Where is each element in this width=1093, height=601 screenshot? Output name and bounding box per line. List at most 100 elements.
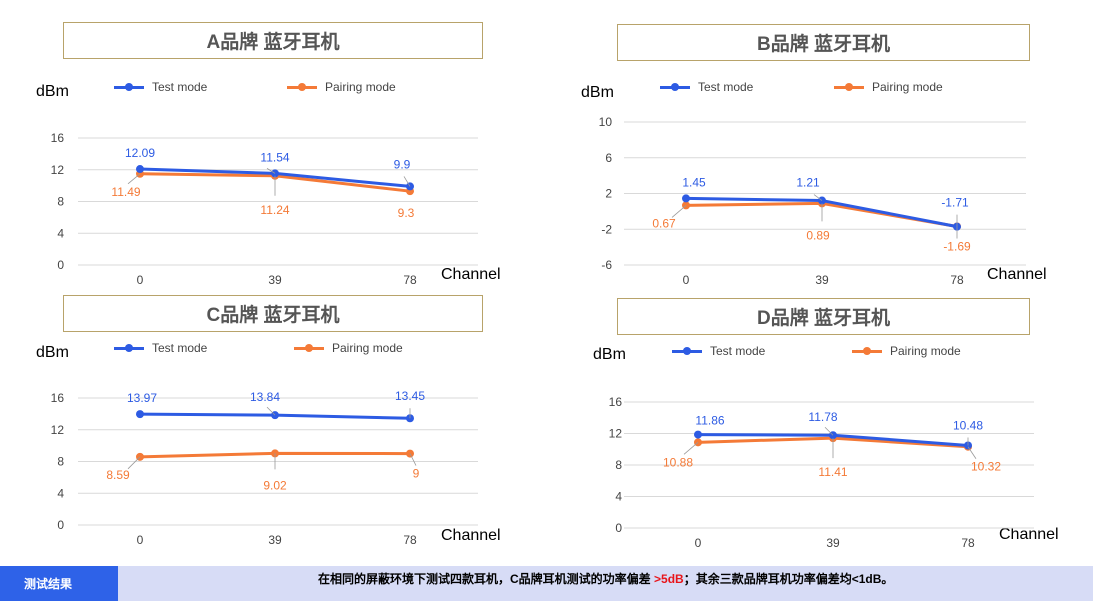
label-leader-line	[403, 176, 411, 187]
x-axis-label: Channel	[999, 526, 1059, 543]
point-test-mode	[694, 430, 702, 439]
data-label-test-mode: 13.84	[250, 390, 280, 404]
x-tick-label: 78	[403, 533, 417, 547]
legend-pairing-mode: Pairing mode	[852, 344, 961, 358]
y-tick-label: 0	[615, 521, 622, 535]
data-label-test-mode: 11.86	[695, 414, 724, 428]
x-tick-label: 0	[137, 273, 144, 287]
x-tick-label: 0	[137, 533, 144, 547]
result-summary: 在相同的屏蔽环境下测试四款耳机，C品牌耳机测试的功率偏差 >5dB；其余三款品牌…	[318, 570, 893, 587]
y-axis-label: dBm	[36, 344, 69, 361]
y-tick-label: 6	[605, 151, 612, 165]
x-tick-label: 0	[695, 536, 702, 550]
chart-a: A品牌 蓝牙耳机 dBm Test mode Pairing mode Chan…	[0, 0, 546, 290]
data-label-pairing-mode: 11.41	[818, 465, 847, 479]
legend-pairing-mode: Pairing mode	[287, 80, 396, 94]
chart-c: C品牌 蓝牙耳机 dBm Test mode Pairing mode Chan…	[0, 290, 546, 560]
data-label-pairing-mode: 0.89	[806, 228, 830, 242]
y-tick-label: 4	[57, 226, 64, 240]
label-leader-line	[127, 173, 141, 185]
data-label-pairing-mode: 9.3	[398, 206, 415, 220]
label-leader-line	[266, 406, 276, 416]
legend-pairing-swatch	[294, 341, 324, 355]
legend-test-label: Test mode	[710, 344, 766, 358]
label-leader-line	[683, 442, 699, 455]
legend-test-label: Test mode	[698, 80, 754, 94]
y-axis-label: dBm	[593, 346, 626, 363]
legend-test-label: Test mode	[152, 341, 208, 355]
label-leader-line	[824, 426, 834, 436]
y-tick-label: 8	[615, 458, 622, 472]
legend-pairing-label: Pairing mode	[872, 80, 943, 94]
y-tick-label: 2	[605, 187, 612, 201]
x-tick-label: 0	[683, 273, 690, 287]
y-tick-label: 8	[57, 455, 64, 469]
data-label-pairing-mode: 11.24	[260, 203, 289, 217]
y-tick-label: 16	[51, 131, 65, 145]
summary-highlight: >5dB	[650, 572, 684, 586]
label-leader-line	[671, 205, 687, 218]
label-leader-line	[967, 446, 977, 459]
y-tick-label: 16	[609, 395, 623, 409]
data-label-pairing-mode: 9.02	[263, 478, 287, 492]
x-tick-label: 78	[961, 536, 975, 550]
data-label-pairing-mode: -1.69	[943, 239, 971, 253]
legend-test-label: Test mode	[152, 80, 208, 94]
chart-b: B品牌 蓝牙耳机 dBm Test mode Pairing mode Chan…	[546, 0, 1093, 290]
result-label: 测试结果	[0, 566, 118, 601]
legend-test-mode: Test mode	[660, 80, 753, 94]
data-label-test-mode: 11.54	[260, 150, 289, 164]
x-tick-label: 39	[815, 273, 829, 287]
y-tick-label: 12	[51, 163, 65, 177]
legend-test-mode: Test mode	[114, 341, 207, 355]
legend-test-mode: Test mode	[114, 80, 207, 94]
point-test-mode	[682, 194, 690, 203]
chart-d-plot: 0 4 8 12 16 0 39 78 11.86 11.78 10.48 10.88 11.41 10.…	[609, 395, 1034, 550]
legend-test-swatch	[672, 344, 702, 358]
chart-title: A品牌 蓝牙耳机	[63, 22, 483, 59]
legend-pairing-swatch	[834, 80, 864, 94]
x-tick-label: 39	[826, 536, 840, 550]
x-axis-label: Channel	[441, 266, 501, 283]
legend-pairing-label: Pairing mode	[332, 341, 403, 355]
x-tick-label: 39	[268, 273, 282, 287]
y-axis-label: dBm	[581, 84, 614, 101]
legend-test-swatch	[660, 80, 690, 94]
chart-d: D品牌 蓝牙耳机 dBm Test mode Pairing mode Chan…	[546, 290, 1093, 560]
data-label-test-mode: 1.45	[682, 175, 706, 189]
summary-text-after: ；其余三款品牌耳机功率偏差均<1dB。	[683, 572, 894, 586]
data-label-pairing-mode: 11.49	[111, 185, 140, 199]
y-tick-label: 16	[51, 391, 65, 405]
legend-pairing-swatch	[287, 80, 317, 94]
label-leader-line	[127, 456, 141, 470]
legend-pairing-swatch	[852, 344, 882, 358]
y-tick-label: -2	[601, 222, 612, 236]
legend-pairing-label: Pairing mode	[325, 80, 396, 94]
data-label-test-mode: 11.78	[808, 410, 837, 424]
chart-title: B品牌 蓝牙耳机	[617, 24, 1030, 61]
chart-b-plot: -6 -2 2 6 10 0 39 78 1.45 1.21 -1.71 0.67 0.89 -1.69	[599, 115, 1026, 287]
point-test-mode	[136, 165, 144, 174]
y-tick-label: 12	[51, 423, 65, 437]
chart-c-plot: 0 4 8 12 16 0 39 78 13.97 13.84 13.45 8.59 9.02 9	[51, 389, 478, 547]
y-tick-label: 4	[57, 486, 64, 500]
x-tick-label: 78	[950, 273, 964, 287]
x-axis-label: Channel	[441, 527, 501, 544]
data-label-pairing-mode: 10.32	[971, 460, 1001, 474]
label-leader-line	[813, 194, 823, 201]
chart-title: C品牌 蓝牙耳机	[63, 295, 483, 332]
data-label-pairing-mode: 8.59	[106, 468, 130, 482]
y-tick-label: 0	[57, 518, 64, 532]
legend-test-mode: Test mode	[672, 344, 765, 358]
data-label-pairing-mode: 9	[413, 467, 420, 481]
y-tick-label: 8	[57, 195, 64, 209]
summary-text-before: 在相同的屏蔽环境下测试四款耳机，C品牌耳机测试的功率偏差	[318, 572, 651, 586]
label-leader-line	[409, 453, 417, 466]
y-tick-label: 0	[57, 258, 64, 272]
chart-title: D品牌 蓝牙耳机	[617, 298, 1030, 335]
legend-pairing-mode: Pairing mode	[294, 341, 403, 355]
label-leader-line	[266, 168, 276, 174]
y-tick-label: 10	[599, 115, 613, 129]
legend-test-swatch	[114, 341, 144, 355]
data-label-test-mode: 13.45	[395, 389, 425, 403]
